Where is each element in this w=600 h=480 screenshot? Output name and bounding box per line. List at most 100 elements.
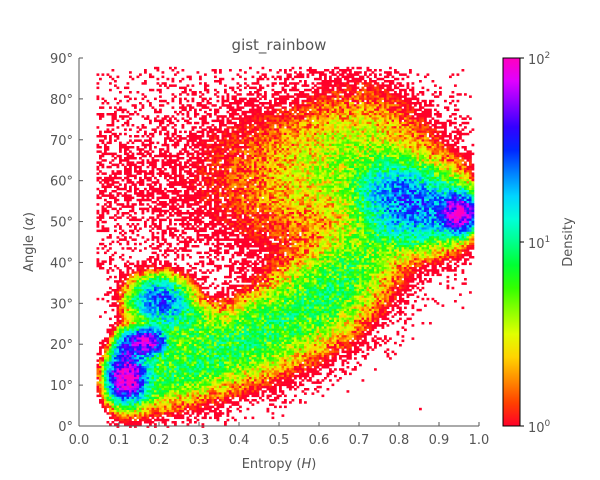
heat-cell [294, 100, 297, 103]
heat-cell [99, 177, 102, 180]
heat-cell [212, 172, 215, 175]
heat-cell [297, 168, 300, 171]
heat-cell [419, 157, 422, 160]
heat-cell [299, 131, 302, 134]
heat-cell [297, 144, 300, 147]
heat-cell [264, 137, 267, 140]
heat-cell [297, 128, 300, 131]
heat-cell [429, 164, 432, 167]
heat-cell [404, 73, 407, 76]
heat-cell [302, 157, 305, 160]
heat-cell [139, 153, 142, 156]
heat-cell [384, 117, 387, 120]
heat-cell [437, 177, 440, 180]
heat-cell [137, 153, 140, 156]
heat-cell [147, 179, 150, 182]
heat-cell [352, 113, 355, 116]
heat-cell [439, 115, 442, 118]
heat-cell [164, 137, 167, 140]
heat-cell [317, 102, 320, 105]
heat-cell [267, 133, 270, 136]
heat-cell [194, 164, 197, 167]
heat-cell [442, 179, 445, 182]
heat-cell [357, 80, 360, 83]
heat-cell [427, 159, 430, 162]
heat-cell [362, 111, 365, 114]
heat-cell [437, 142, 440, 145]
heat-cell [237, 117, 240, 120]
heat-cell [337, 172, 340, 175]
heat-cell [187, 76, 190, 79]
heat-cell [102, 115, 105, 118]
heat-cell [104, 148, 107, 151]
heat-cell [322, 124, 325, 127]
heat-cell [212, 133, 215, 136]
heat-cell [292, 177, 295, 180]
heat-cell [347, 157, 350, 160]
heat-cell [424, 166, 427, 169]
heat-cell [452, 153, 455, 156]
heat-cell [322, 102, 325, 105]
heat-cell [222, 137, 225, 140]
heat-cell [354, 144, 357, 147]
heat-cell [392, 148, 395, 151]
heat-cell [277, 139, 280, 142]
heat-cell [377, 137, 380, 140]
heat-cell [154, 120, 157, 123]
heat-cell [429, 168, 432, 171]
heat-cell [287, 177, 290, 180]
heat-cell [282, 170, 285, 173]
heat-cell [149, 76, 152, 79]
heat-cell [332, 80, 335, 83]
heat-cell [467, 115, 470, 118]
heat-cell [332, 95, 335, 98]
heat-cell [244, 150, 247, 153]
heat-cell [129, 71, 132, 74]
heat-cell [222, 139, 225, 142]
heat-cell [342, 166, 345, 169]
heat-cell [204, 120, 207, 123]
heat-cell [442, 133, 445, 136]
heat-cell [352, 179, 355, 182]
heat-cell [259, 133, 262, 136]
heat-cell [304, 111, 307, 114]
heat-cell [332, 161, 335, 164]
heat-cell [417, 179, 420, 182]
heat-cell [169, 117, 172, 120]
heat-cell [374, 142, 377, 145]
heat-cell [232, 159, 235, 162]
heat-cell [372, 124, 375, 127]
heat-cell [252, 181, 255, 184]
heat-cell [194, 139, 197, 142]
heat-cell [417, 166, 420, 169]
heat-cell [102, 166, 105, 169]
heat-cell [272, 168, 275, 171]
heat-cell [244, 124, 247, 127]
heat-cell [407, 131, 410, 134]
heat-cell [394, 133, 397, 136]
heat-cell [167, 144, 170, 147]
heat-cell [334, 172, 337, 175]
heat-cell [247, 146, 250, 149]
heat-cell [259, 177, 262, 180]
heat-cell [209, 115, 212, 118]
heat-cell [434, 155, 437, 158]
heat-cell [279, 166, 282, 169]
heat-cell [347, 124, 350, 127]
heat-cell [142, 124, 145, 127]
heat-cell [344, 91, 347, 94]
heat-cell [314, 98, 317, 101]
heat-cell [157, 82, 160, 85]
heat-cell [104, 177, 107, 180]
heat-cell [382, 175, 385, 178]
heat-cell [384, 95, 387, 98]
heat-cell [384, 106, 387, 109]
heat-cell [309, 113, 312, 116]
heat-cell [247, 175, 250, 178]
heat-cell [424, 137, 427, 140]
heat-cell [247, 157, 250, 160]
heat-cell [177, 155, 180, 158]
heat-cell [242, 177, 245, 180]
heat-cell [294, 155, 297, 158]
heat-cell [282, 153, 285, 156]
